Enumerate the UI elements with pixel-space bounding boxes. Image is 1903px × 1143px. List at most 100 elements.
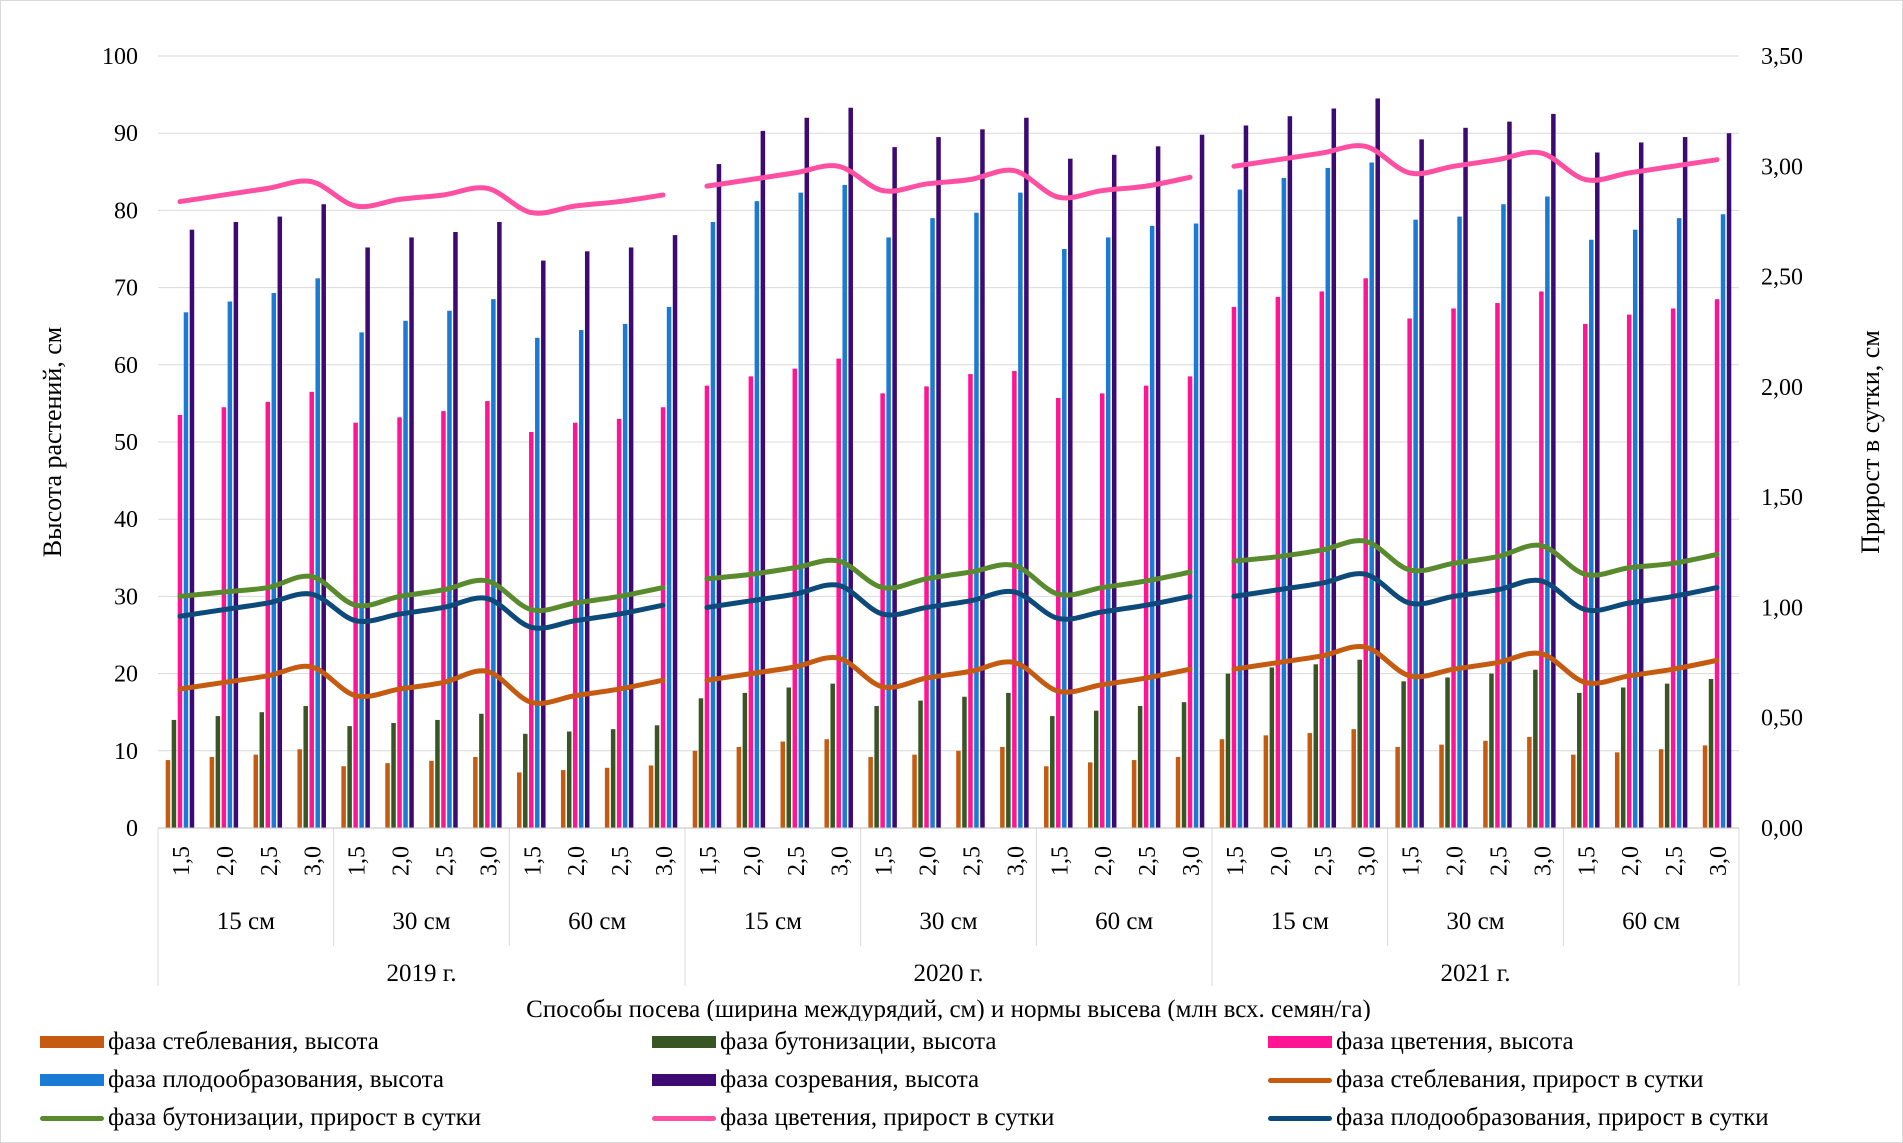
bar [1595, 152, 1600, 828]
chart-plot: 0 10 20 30 40 50 60 70 80 90 100 0,00 0,50 1,00 1,50 2,… [38, 44, 1885, 1023]
rate-label: 2,0 [389, 846, 415, 876]
legend-item: фаза созревания, высота [652, 1064, 979, 1096]
year-label: 2021 г. [1441, 960, 1511, 987]
legend-item: фаза бутонизации, прирост в сутки [40, 1102, 481, 1134]
bar [798, 192, 804, 829]
bar [1577, 692, 1582, 828]
rate-label: 2,5 [257, 846, 283, 876]
bar [836, 358, 841, 828]
bar [742, 692, 748, 828]
bar [1369, 162, 1374, 828]
bar [165, 760, 171, 828]
spacing-label: 60 см [1095, 908, 1153, 935]
bar [1155, 146, 1161, 829]
bar [1137, 706, 1143, 828]
rate-label: 1,5 [872, 846, 898, 876]
rate-label: 3,0 [1179, 846, 1205, 876]
rate-label: 1,5 [1399, 846, 1425, 876]
legend-line-swatch [1268, 1115, 1332, 1121]
bar [672, 235, 678, 828]
bar [584, 251, 590, 829]
legend-swatch [1268, 1036, 1332, 1048]
bar [974, 212, 979, 828]
bar [698, 698, 704, 828]
rate-label: 2,0 [1443, 846, 1469, 876]
bar [479, 713, 484, 828]
y-tick-label: 60 [114, 353, 138, 379]
bar [1105, 237, 1111, 829]
series-line [704, 582, 1193, 622]
bar [1062, 249, 1067, 828]
bar [1319, 291, 1325, 829]
bar [359, 332, 364, 828]
series-line [704, 557, 1193, 598]
rate-label: 3,0 [828, 846, 854, 876]
rate-label: 2,5 [1311, 846, 1337, 876]
bar [1024, 117, 1029, 828]
legend-item: фаза цветения, прирост в сутки [652, 1102, 1054, 1134]
bar [1589, 239, 1594, 829]
legend-item: фаза стеблевания, высота [40, 1026, 379, 1058]
bar [1495, 303, 1500, 828]
bar [1551, 113, 1556, 828]
bar [1012, 370, 1017, 828]
y-tick-label: 50 [114, 430, 138, 456]
bar [485, 401, 490, 828]
bar [1275, 296, 1281, 828]
bar [1237, 189, 1243, 828]
bar [303, 706, 308, 828]
bar [1363, 278, 1368, 828]
legend-swatch [652, 1074, 716, 1086]
bar [1149, 225, 1155, 829]
bar [1193, 223, 1199, 829]
spacing-label: 15 см [1271, 908, 1329, 935]
bar [780, 741, 786, 828]
bar [517, 772, 522, 828]
bar [221, 407, 227, 828]
series-line [1231, 643, 1720, 686]
legend-label: фаза созревания, высота [720, 1066, 980, 1093]
bar [754, 201, 760, 829]
rate-label: 1,5 [1047, 846, 1073, 876]
y-tick-label: 100 [102, 44, 138, 70]
bar [397, 417, 402, 828]
bar [1614, 752, 1620, 828]
bar [1131, 760, 1137, 828]
bar [1632, 229, 1638, 828]
bar [1243, 125, 1249, 829]
bar [610, 729, 616, 828]
rate-label: 1,5 [169, 846, 195, 876]
bar [1419, 139, 1424, 829]
bar [177, 414, 183, 828]
year-label: 2019 г. [387, 960, 457, 987]
bar [347, 726, 352, 828]
bar [710, 221, 716, 829]
bar [309, 391, 314, 828]
y-tick-label: 80 [114, 198, 138, 224]
bar [1682, 137, 1688, 828]
y-tick-label: 20 [114, 662, 138, 688]
bar [666, 306, 672, 828]
bar [403, 320, 408, 828]
bar [1006, 692, 1011, 828]
rate-label: 2,5 [432, 846, 458, 876]
bar [874, 706, 879, 828]
bar [341, 766, 346, 828]
bar [429, 760, 434, 828]
bar [183, 312, 189, 829]
bar [1219, 739, 1225, 828]
bar [1331, 108, 1337, 829]
bar [277, 216, 283, 829]
y-tick-label: 40 [114, 507, 138, 533]
bar [1401, 681, 1406, 828]
bar [227, 301, 233, 829]
bar [886, 237, 891, 829]
x-axis-title: Способы посева (ширина междурядий, см) и… [526, 996, 1371, 1021]
rate-label: 2,0 [1267, 846, 1293, 876]
bar [1018, 192, 1023, 829]
bar [716, 164, 722, 828]
bar [453, 232, 458, 829]
series-line [1231, 571, 1720, 613]
bar [297, 749, 302, 828]
rate-label: 2,0 [564, 846, 590, 876]
